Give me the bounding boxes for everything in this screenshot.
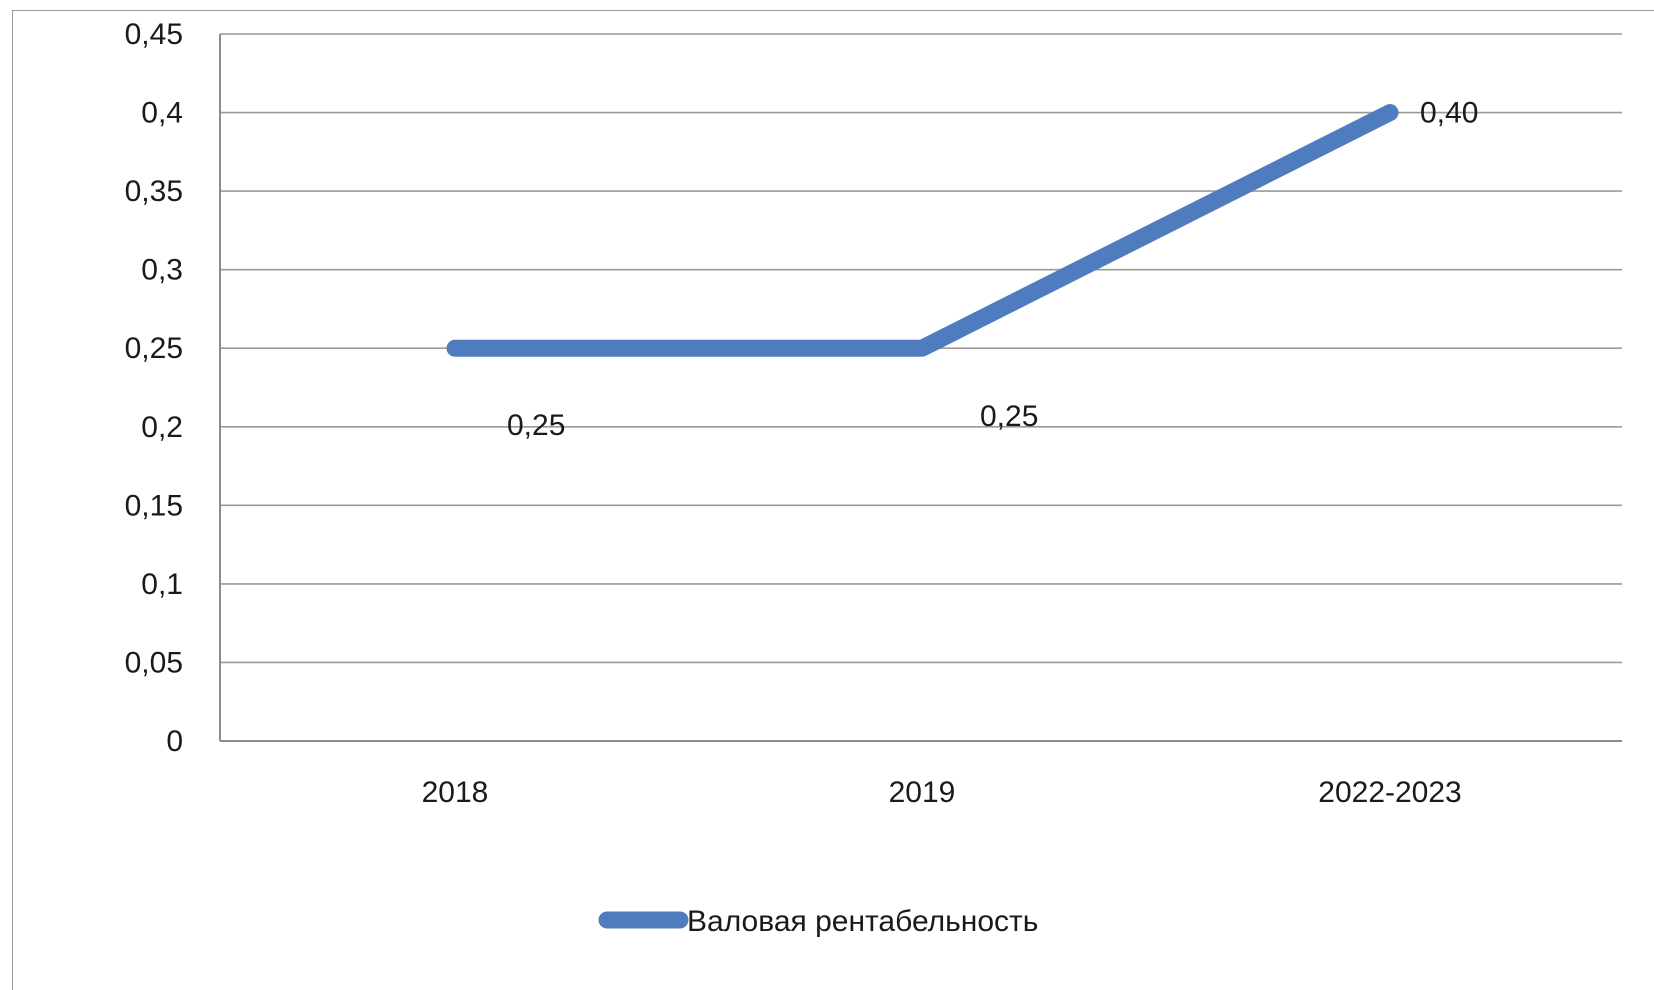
x-tick-label: 2018 bbox=[422, 776, 489, 809]
y-tick-label: 0,45 bbox=[125, 18, 183, 51]
data-point bbox=[454, 347, 456, 349]
chart-frame bbox=[12, 10, 1654, 990]
y-tick-label: 0,15 bbox=[125, 489, 183, 522]
series-line bbox=[446, 104, 1399, 357]
data-point bbox=[921, 347, 923, 349]
y-tick-label: 0,2 bbox=[141, 411, 183, 444]
data-label: 0,40 bbox=[1420, 97, 1478, 130]
y-tick-label: 0,3 bbox=[141, 254, 183, 287]
series-lines bbox=[446, 104, 1399, 357]
x-axis-tick-labels: 2018 2019 2022-2023 bbox=[422, 776, 1462, 809]
data-label: 0,25 bbox=[507, 409, 565, 442]
gridlines bbox=[219, 33, 1622, 742]
x-tick-label: 2022-2023 bbox=[1318, 776, 1461, 809]
y-tick-label: 0 bbox=[166, 725, 183, 758]
y-tick-label: 0,05 bbox=[125, 646, 183, 679]
data-label: 0,25 bbox=[980, 400, 1038, 433]
y-axis-tick-labels: 0 0,05 0,1 0,15 0,2 0,25 0,3 0,35 0,4 0,45 bbox=[125, 18, 183, 758]
y-tick-label: 0,1 bbox=[141, 568, 183, 601]
y-tick-label: 0,35 bbox=[125, 175, 183, 208]
legend: Валовая рентабельность bbox=[598, 905, 1038, 938]
data-labels: 0,25 0,25 0,40 bbox=[507, 97, 1478, 443]
data-point bbox=[1389, 112, 1391, 114]
legend-label: Валовая рентабельность bbox=[687, 905, 1038, 938]
y-tick-label: 0,4 bbox=[141, 97, 183, 130]
x-tick-label: 2019 bbox=[889, 776, 956, 809]
y-tick-label: 0,25 bbox=[125, 332, 183, 365]
